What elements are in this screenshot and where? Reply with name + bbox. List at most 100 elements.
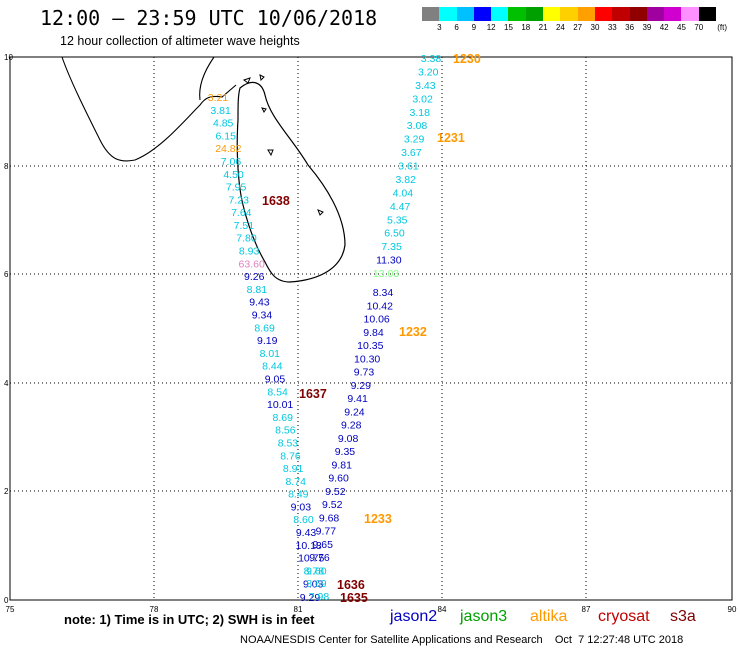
scale-label: 39 [642, 23, 652, 32]
wave-height-label: 9.26 [244, 271, 265, 283]
scale-swatch [612, 7, 630, 21]
wave-height-label: 3.20 [418, 66, 439, 78]
wave-height-label: 9.08 [338, 433, 359, 445]
wave-height-label: 7.98 [309, 591, 330, 603]
wave-height-label: 6.15 [216, 130, 237, 142]
legend-item-jason2: jason2 [390, 608, 438, 625]
y-tick-label: 10 [4, 53, 13, 62]
scale-swatch [560, 7, 578, 21]
wave-height-label: 11.30 [376, 255, 402, 267]
coastline-sri-lanka [236, 81, 346, 283]
wave-height-label: 63.60 [239, 258, 265, 270]
credit-line: NOAA/NESDIS Center for Satellite Applica… [240, 634, 684, 646]
wave-height-label: 8.78 [304, 565, 325, 577]
wave-height-label: 8.81 [247, 284, 268, 296]
wave-height-label: 5.35 [387, 214, 408, 226]
wave-height-label: 9.43 [249, 297, 270, 309]
wave-height-label: 8.74 [285, 476, 306, 488]
wave-height-label: 9.43 [296, 527, 317, 539]
wave-height-label: 10.42 [367, 300, 393, 312]
wave-height-label: 9.81 [332, 459, 353, 471]
wave-height-label: 10.75 [298, 553, 324, 565]
wave-height-label: 3.21 [208, 92, 229, 104]
scale-label: 9 [471, 23, 477, 32]
scale-label: 36 [625, 23, 635, 32]
coastline-india-north [199, 56, 215, 101]
wave-height-label: 9.24 [344, 406, 365, 418]
wave-height-label: 9.03 [303, 579, 324, 591]
wave-height-label: 9.60 [306, 565, 327, 577]
wave-height-label: 8.53 [278, 437, 299, 449]
scale-label: 30 [590, 23, 600, 32]
color-scale-labels: 3 6 9 12 15 18 21 24 27 30 33 36 39 42 45 70 (ft) [422, 23, 740, 35]
x-tick-label: 90 [728, 605, 737, 614]
wave-height-label: 8.76 [280, 450, 301, 462]
scale-swatch [664, 7, 682, 21]
wave-height-label: 9.05 [265, 373, 286, 385]
wave-height-label: 10.35 [357, 340, 383, 352]
wave-height-label: 6.50 [384, 228, 405, 240]
scale-label: 18 [521, 23, 531, 32]
wave-height-label: 9.03 [291, 501, 312, 513]
wave-height-label: 13.03 [373, 268, 399, 280]
wave-height-label: 3.38 [421, 53, 442, 65]
y-tick-label: 4 [4, 379, 9, 388]
y-tick-label: 6 [4, 270, 9, 279]
color-scale-bar [422, 7, 717, 21]
wave-height-label: 8.01 [260, 348, 281, 360]
wave-height-label: 4.04 [393, 187, 414, 199]
wave-height-label: 3.61 [398, 161, 419, 173]
pass-time-label: 1638 [262, 194, 290, 208]
wave-height-label: 7.06 [221, 156, 242, 168]
pass-time-label: 1636 [337, 578, 365, 592]
scale-swatch [594, 7, 613, 21]
wave-height-label: 9.41 [347, 393, 368, 405]
wave-height-label: 3.02 [412, 93, 433, 105]
wave-height-label: 10.30 [354, 353, 380, 365]
legend-item-altika: altika [530, 608, 568, 625]
scale-label: 21 [538, 23, 548, 32]
wave-height-label: 8.69 [273, 412, 294, 424]
legend-item-jason3: jason3 [460, 608, 508, 625]
wave-height-label: 9.76 [309, 552, 330, 564]
wave-height-label: 8.93 [239, 246, 260, 258]
wave-height-label: 9.68 [319, 512, 340, 524]
scale-swatch [473, 7, 492, 21]
scale-label: 70 [694, 23, 704, 32]
scale-swatch [525, 7, 544, 21]
wave-height-label: 4.50 [223, 169, 244, 181]
coastal-islands [242, 74, 324, 216]
scale-swatch [681, 7, 699, 21]
map-title: 12:00 – 23:59 UTC 10/06/2018 [40, 6, 378, 30]
wave-height-label: 3.18 [410, 107, 431, 119]
y-tick-label: 2 [4, 487, 9, 496]
y-tick-label: 0 [4, 596, 9, 605]
wave-height-label: 9.19 [257, 335, 278, 347]
scale-swatch [698, 7, 717, 21]
x-tick-label: 84 [438, 605, 447, 614]
map-frame [9, 56, 733, 601]
wave-height-label: 3.82 [395, 174, 416, 186]
wave-height-label: 10.13 [296, 540, 322, 552]
wave-height-label: 9.28 [341, 420, 362, 432]
wave-height-label: 3.29 [404, 134, 425, 146]
pass-time-label: 1635 [340, 591, 368, 605]
wave-height-label: 10.01 [267, 399, 293, 411]
scale-label: 33 [607, 23, 617, 32]
wave-height-label: 9.29 [300, 592, 321, 604]
wave-height-label: 9.73 [354, 367, 375, 379]
scale-label: 12 [486, 23, 496, 32]
wave-height-label: 3.43 [415, 80, 436, 92]
pass-time-label: 1230 [453, 52, 481, 66]
scale-swatch [629, 7, 647, 21]
wave-height-label: 8.34 [373, 287, 394, 299]
wave-height-label: 9.84 [363, 327, 384, 339]
scale-swatch [456, 7, 474, 21]
scale-label: (ft) [717, 23, 727, 32]
wave-height-label: 7.80 [236, 233, 257, 245]
wave-height-label: 7.35 [381, 241, 402, 253]
pass-time-label: 1232 [399, 325, 427, 339]
scale-swatch [577, 7, 595, 21]
